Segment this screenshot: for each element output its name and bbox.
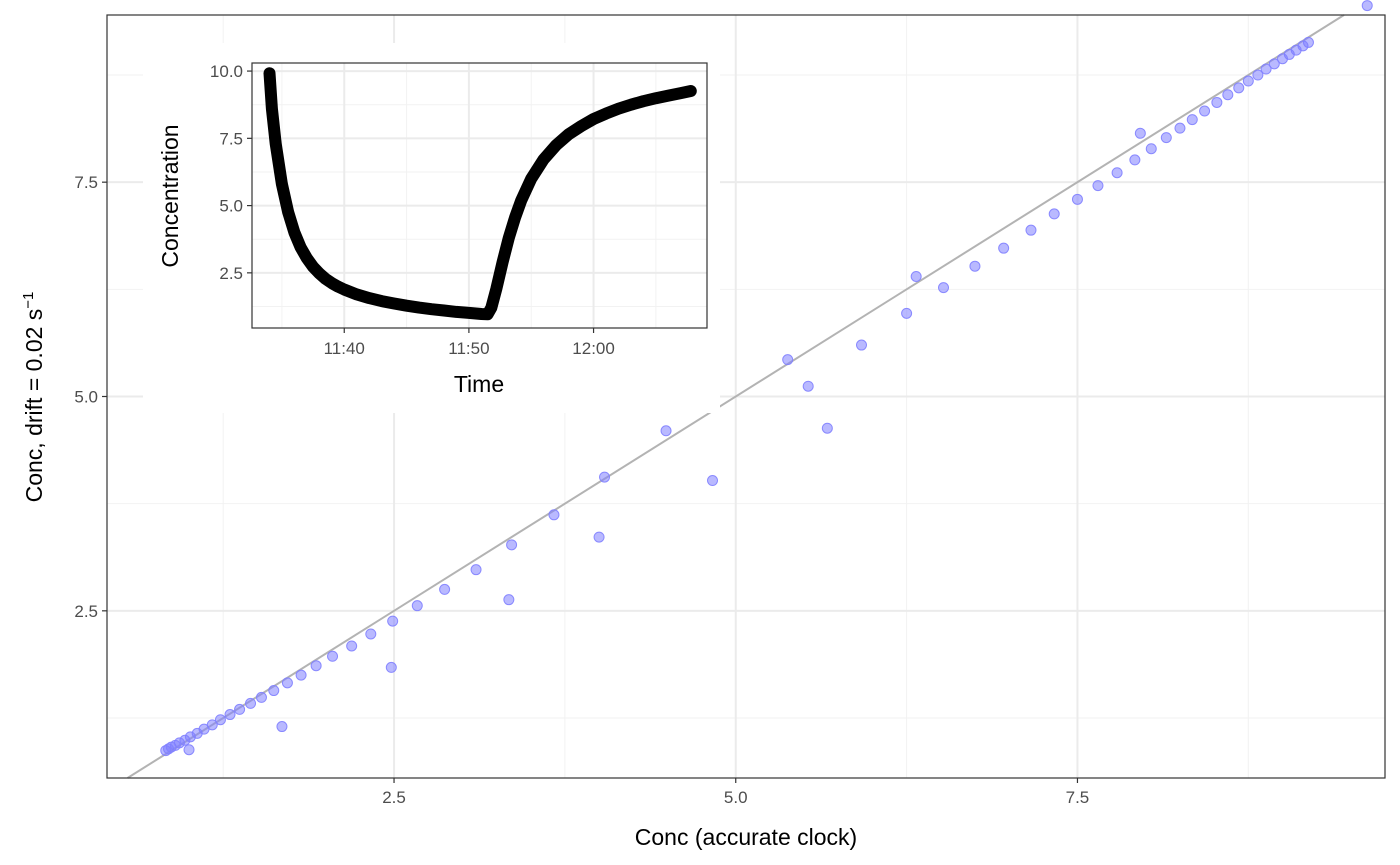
x-axis-title: Conc (accurate clock) (635, 824, 857, 850)
scatter-point (183, 744, 195, 756)
scatter-point (206, 719, 218, 731)
inset-x-tick-label: 11:40 (324, 339, 365, 358)
scatter-point (782, 354, 794, 366)
inset-plot-border (251, 62, 708, 329)
scatter-point (470, 564, 482, 576)
scatter-point (593, 531, 605, 543)
y-tick-label: 5.0 (74, 388, 98, 407)
scatter-point (503, 594, 515, 606)
inset-x-tick-label: 11:50 (448, 339, 489, 358)
x-tick-label: 2.5 (382, 788, 406, 807)
scatter-point (1134, 127, 1146, 139)
scatter-point (938, 282, 950, 294)
scatter-points-layer (160, 0, 1373, 757)
scatter-point (1071, 193, 1083, 205)
x-tick-label: 7.5 (1066, 788, 1090, 807)
scatter-point (802, 380, 814, 392)
scatter-point (439, 583, 451, 595)
scatter-point (245, 697, 257, 709)
inset-y-tick-label: 2.5 (219, 264, 243, 283)
inset-y-tick-label: 10.0 (210, 62, 243, 81)
scatter-point (855, 339, 867, 351)
scatter-point (1199, 105, 1211, 117)
scatter-point (234, 703, 246, 715)
scatter-point (599, 471, 611, 483)
scatter-point (1211, 96, 1223, 108)
scatter-point (1129, 154, 1141, 166)
scatter-point (1025, 224, 1037, 236)
inset-concentration-series (263, 67, 697, 321)
scatter-point (1111, 167, 1123, 179)
scatter-point (1092, 180, 1104, 192)
identity-reference-line (126, 14, 1345, 779)
scatter-point (1186, 114, 1198, 126)
scatter-point (411, 600, 423, 612)
y-tick-label: 7.5 (74, 173, 98, 192)
y-axis-title-main: Conc, drift = 0.02 s (21, 309, 47, 503)
scatter-point (969, 260, 981, 272)
inset-y-tick-label: 7.5 (219, 129, 243, 148)
scatter-point (1222, 89, 1234, 101)
scatter-point (1260, 63, 1272, 75)
scatter-point (310, 660, 322, 672)
main-x-axis-ticks: 2.5 5.0 7.5 (382, 778, 1089, 807)
scatter-point (1302, 36, 1314, 48)
scatter-point (276, 721, 288, 733)
main-y-axis-ticks: 2.5 5.0 7.5 (74, 173, 107, 621)
scatter-point (548, 509, 560, 521)
scatter-point (1268, 58, 1280, 70)
scatter-point (901, 307, 913, 319)
scatter-point (1174, 122, 1186, 134)
inset-x-axis-ticks: 11:40 11:50 12:00 (324, 328, 615, 358)
scatter-point (1361, 0, 1373, 12)
scatter-point (295, 669, 307, 681)
scatter-point (281, 677, 293, 689)
y-tick-label: 2.5 (74, 602, 98, 621)
inset-x-axis-title: Time (454, 371, 504, 397)
scatter-point (387, 615, 399, 627)
scatter-point (998, 242, 1010, 254)
scatter-point (1145, 143, 1157, 155)
inset-x-tick-label: 12:00 (572, 339, 615, 358)
scatter-point (821, 422, 833, 434)
inset-y-axis-title: Concentration (157, 124, 183, 267)
scatter-point (910, 270, 922, 282)
scatter-point (1160, 132, 1172, 144)
scatter-point (707, 475, 719, 487)
scatter-point (1242, 75, 1254, 87)
scatter-point (1233, 82, 1245, 94)
x-tick-label: 5.0 (724, 788, 748, 807)
inset-y-axis-ticks: 2.5 5.0 7.5 10.0 (210, 62, 252, 283)
inset-plot-panel (251, 62, 708, 329)
inset-gridlines (252, 63, 707, 328)
reference-line-layer (126, 14, 1345, 779)
scatter-point (660, 425, 672, 437)
scatter-point (327, 650, 339, 662)
scatter-point (1252, 69, 1264, 81)
scatter-point (224, 709, 236, 721)
scatter-point (268, 685, 280, 697)
scatter-point (346, 640, 358, 652)
inset-concentration-line (263, 67, 697, 321)
scatter-point (365, 628, 377, 640)
scatter-point (1048, 208, 1060, 220)
scatter-point (506, 539, 518, 551)
inset-y-tick-label: 5.0 (219, 197, 243, 216)
scatter-point (255, 691, 267, 703)
y-axis-title-superscript: −1 (20, 292, 37, 309)
y-axis-title: Conc, drift = 0.02 s−1 (20, 292, 47, 503)
scatter-point (385, 661, 397, 673)
scatter-point (214, 714, 226, 726)
